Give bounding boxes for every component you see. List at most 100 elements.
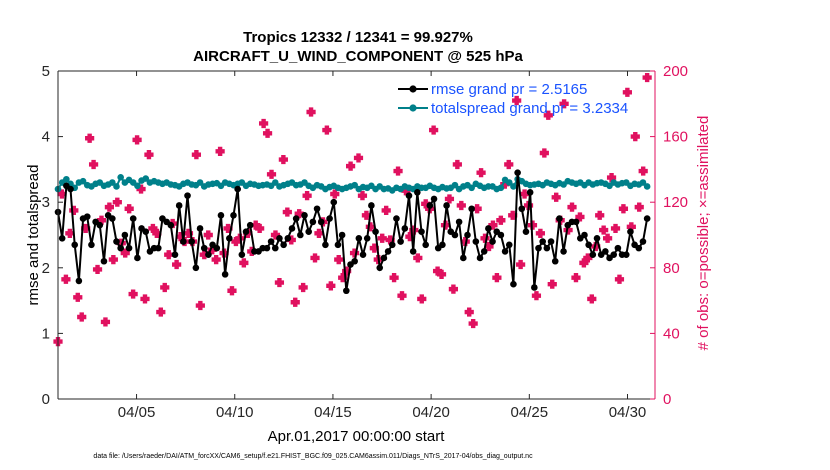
x-ticks: 04/05 04/10 04/15 04/20 04/25 04/30 [118, 71, 647, 421]
rmse-point [514, 169, 521, 176]
obs-point [496, 215, 506, 225]
spread-point [196, 179, 204, 186]
rmse-point [142, 228, 150, 236]
rmse-point [313, 205, 321, 213]
obs-point [81, 223, 91, 234]
obs-point [215, 146, 225, 156]
rmse-point [113, 238, 120, 245]
spread-point [643, 183, 651, 190]
rmse-point [246, 221, 254, 229]
obs-point [88, 159, 99, 170]
spread-point [505, 179, 513, 186]
rmse-point [585, 241, 592, 249]
rmse-point [459, 254, 467, 262]
rmse-point [397, 238, 404, 245]
rmse-point [217, 212, 225, 219]
obs-point [290, 297, 300, 307]
obs-point [606, 173, 617, 183]
obs-point [326, 281, 336, 291]
obs-point [432, 266, 443, 276]
chart-title-line2: AIRCRAFT_U_WIND_COMPONENT @ 525 hPa [193, 48, 523, 65]
rmse-point [531, 284, 538, 291]
rmse-point [643, 215, 651, 222]
obs-point [239, 258, 249, 268]
obs-point [282, 207, 292, 217]
obs-point [132, 135, 142, 145]
rmse-point [384, 248, 392, 255]
rmse-point [560, 248, 567, 255]
spread-point [510, 183, 517, 190]
rmse-series [54, 169, 651, 295]
obs-point [223, 223, 233, 234]
obs-point [251, 220, 261, 230]
obs-point [199, 250, 209, 260]
rmse-point [284, 234, 292, 242]
rmse-point [117, 244, 124, 252]
rmse-point [330, 198, 338, 206]
rmse-point [405, 192, 413, 199]
obs-point [61, 274, 71, 284]
obs-point [516, 259, 526, 270]
spread-point [134, 182, 141, 190]
obs-point [152, 228, 162, 238]
rmse-point [510, 280, 517, 288]
x-tick-label: 04/30 [609, 404, 647, 421]
obs-point [255, 223, 265, 234]
obs-point [512, 95, 522, 106]
obs-point [413, 253, 423, 263]
obs-point [634, 202, 644, 212]
y-left-axis-label: rmse and totalspread [25, 165, 42, 306]
rmse-point [497, 231, 505, 239]
obs-point [436, 269, 447, 279]
rmse-point [443, 202, 450, 209]
obs-point [377, 233, 387, 243]
rmse-point [121, 231, 129, 239]
rmse-point [376, 264, 384, 272]
rmse-point [472, 238, 480, 245]
rmse-point [67, 185, 74, 193]
spread-point [271, 179, 279, 186]
rmse-point [414, 189, 421, 196]
rmse-point [627, 228, 634, 236]
rmse-point [468, 205, 475, 213]
rmse-point [213, 244, 221, 252]
rmse-point [614, 244, 622, 252]
obs-point [401, 186, 411, 196]
obs-point [203, 230, 213, 240]
obs-point [476, 168, 486, 178]
rmse-point [83, 213, 91, 220]
rmse-point [129, 215, 137, 222]
rmse-point [485, 225, 492, 232]
rmse-point [96, 221, 104, 229]
rmse-point [305, 228, 312, 236]
x-tick-label: 04/15 [314, 404, 352, 421]
obs-point [259, 118, 269, 129]
obs-point [638, 166, 648, 176]
obs-point [393, 166, 403, 176]
legend-spread-label: totalspread grand pr = 3.2334 [431, 100, 628, 117]
x-tick-label: 04/25 [511, 404, 549, 421]
spread-point [497, 184, 505, 192]
rmse-point [196, 225, 204, 232]
obs-point [353, 153, 364, 163]
rmse-point [455, 218, 463, 226]
obs-point [124, 204, 134, 214]
obs-point [626, 222, 636, 232]
obs-point [429, 125, 439, 135]
obs-point [365, 222, 375, 232]
obs-point [164, 250, 174, 260]
rmse-point [180, 238, 187, 245]
x-tick-label: 04/10 [216, 404, 254, 421]
obs-point [468, 318, 478, 329]
rmse-point [518, 205, 526, 213]
rmse-point [322, 241, 329, 249]
obs-point [519, 189, 530, 199]
obs-point [397, 291, 407, 301]
obs-point [349, 248, 360, 258]
rmse-point [134, 254, 141, 262]
obs-point [417, 294, 427, 304]
rmse-point [359, 251, 367, 258]
obs-point [559, 99, 569, 109]
obs-point [456, 200, 466, 211]
rmse-point [393, 215, 400, 222]
